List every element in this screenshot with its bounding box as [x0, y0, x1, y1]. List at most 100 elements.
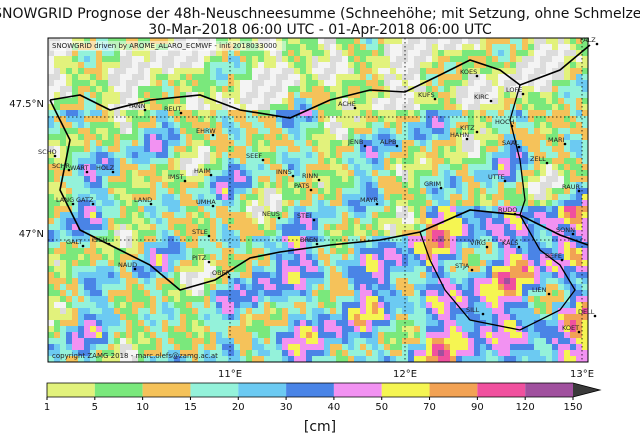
- terrain-cell: [450, 326, 456, 332]
- credit-bg: [50, 41, 286, 51]
- terrain-cell: [78, 260, 84, 266]
- terrain-cell: [288, 134, 294, 140]
- terrain-cell: [288, 218, 294, 224]
- terrain-cell: [468, 338, 474, 344]
- terrain-cell: [144, 326, 150, 332]
- terrain-cell: [450, 236, 456, 242]
- terrain-cell: [288, 284, 294, 290]
- terrain-cell: [348, 218, 354, 224]
- terrain-cell: [312, 170, 318, 176]
- terrain-cell: [444, 332, 450, 338]
- terrain-cell: [462, 56, 468, 62]
- terrain-cell: [528, 326, 534, 332]
- terrain-cell: [336, 266, 342, 272]
- terrain-cell: [510, 314, 516, 320]
- terrain-cell: [516, 134, 522, 140]
- terrain-cell: [228, 230, 234, 236]
- terrain-cell: [510, 98, 516, 104]
- colorbar-segment: [47, 383, 95, 397]
- terrain-cell: [342, 320, 348, 326]
- terrain-cell: [72, 236, 78, 242]
- terrain-cell: [264, 308, 270, 314]
- terrain-cell: [210, 320, 216, 326]
- terrain-cell: [486, 146, 492, 152]
- terrain-cell: [156, 248, 162, 254]
- terrain-cell: [570, 146, 576, 152]
- terrain-cell: [150, 194, 156, 200]
- terrain-cell: [108, 56, 114, 62]
- terrain-cell: [342, 110, 348, 116]
- terrain-cell: [372, 110, 378, 116]
- terrain-cell: [342, 332, 348, 338]
- terrain-cell: [240, 278, 246, 284]
- terrain-cell: [408, 176, 414, 182]
- station-dot: [277, 216, 281, 220]
- terrain-cell: [462, 326, 468, 332]
- terrain-cell: [240, 134, 246, 140]
- terrain-cell: [420, 158, 426, 164]
- terrain-cell: [570, 314, 576, 320]
- terrain-cell: [516, 74, 522, 80]
- terrain-cell: [204, 188, 210, 194]
- terrain-cell: [198, 140, 204, 146]
- terrain-cell: [564, 56, 570, 62]
- terrain-cell: [414, 50, 420, 56]
- terrain-cell: [198, 350, 204, 356]
- terrain-cell: [306, 92, 312, 98]
- terrain-cell: [138, 140, 144, 146]
- terrain-cell: [372, 224, 378, 230]
- terrain-cell: [90, 80, 96, 86]
- terrain-cell: [252, 320, 258, 326]
- terrain-cell: [546, 284, 552, 290]
- terrain-cell: [216, 308, 222, 314]
- terrain-cell: [432, 230, 438, 236]
- terrain-cell: [144, 272, 150, 278]
- terrain-cell: [498, 356, 504, 362]
- terrain-cell: [570, 170, 576, 176]
- terrain-cell: [348, 164, 354, 170]
- terrain-cell: [180, 314, 186, 320]
- terrain-cell: [528, 248, 534, 254]
- terrain-cell: [78, 224, 84, 230]
- terrain-cell: [210, 206, 216, 212]
- terrain-cell: [216, 176, 222, 182]
- terrain-cell: [528, 116, 534, 122]
- terrain-cell: [480, 326, 486, 332]
- terrain-cell: [462, 128, 468, 134]
- terrain-cell: [456, 104, 462, 110]
- terrain-cell: [102, 302, 108, 308]
- terrain-cell: [48, 230, 54, 236]
- terrain-cell: [150, 68, 156, 74]
- terrain-cell: [162, 266, 168, 272]
- terrain-cell: [222, 308, 228, 314]
- terrain-cell: [102, 332, 108, 338]
- terrain-cell: [486, 92, 492, 98]
- terrain-cell: [420, 62, 426, 68]
- terrain-cell: [420, 326, 426, 332]
- terrain-cell: [582, 284, 588, 290]
- terrain-cell: [258, 146, 264, 152]
- terrain-cell: [576, 134, 582, 140]
- terrain-cell: [228, 176, 234, 182]
- terrain-cell: [60, 230, 66, 236]
- terrain-cell: [150, 86, 156, 92]
- terrain-cell: [576, 284, 582, 290]
- terrain-cell: [564, 176, 570, 182]
- terrain-cell: [360, 146, 366, 152]
- terrain-cell: [186, 152, 192, 158]
- terrain-cell: [96, 314, 102, 320]
- terrain-cell: [156, 206, 162, 212]
- terrain-cell: [186, 314, 192, 320]
- terrain-cell: [96, 170, 102, 176]
- terrain-cell: [558, 278, 564, 284]
- terrain-cell: [246, 86, 252, 92]
- terrain-cell: [108, 140, 114, 146]
- terrain-cell: [390, 212, 396, 218]
- terrain-cell: [252, 212, 258, 218]
- station-label: NAUD: [118, 261, 137, 269]
- terrain-cell: [48, 140, 54, 146]
- terrain-cell: [276, 296, 282, 302]
- station-label: SAAL: [502, 139, 519, 147]
- terrain-cell: [366, 98, 372, 104]
- terrain-cell: [534, 200, 540, 206]
